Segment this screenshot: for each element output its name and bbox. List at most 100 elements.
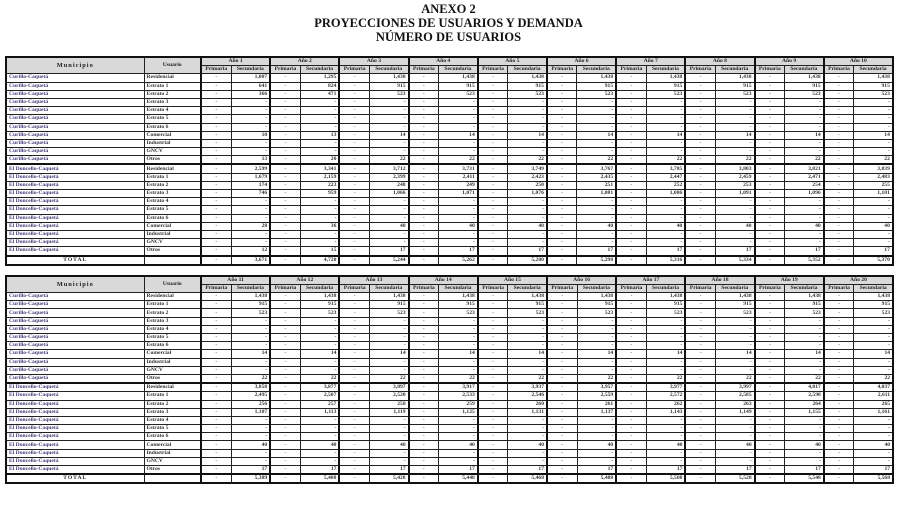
header-secundaria: Secundaria bbox=[230, 283, 271, 294]
primaria-cell: - bbox=[684, 213, 716, 223]
primaria-cell: - bbox=[615, 106, 647, 116]
primaria-cell: - bbox=[684, 373, 716, 384]
primaria-cell: - bbox=[822, 465, 855, 475]
header-primaria: Primaria bbox=[684, 65, 716, 75]
secundaria-cell: 3,767 bbox=[576, 163, 617, 174]
header-secundaria: Secundaria bbox=[784, 283, 825, 294]
primaria-cell: - bbox=[200, 246, 232, 256]
primaria-cell: - bbox=[338, 106, 370, 116]
municipio-cell: Curillo-Caquetá bbox=[5, 332, 145, 343]
primaria-cell: - bbox=[822, 373, 855, 384]
primaria-cell: - bbox=[615, 365, 647, 375]
primaria-cell: - bbox=[200, 465, 232, 475]
secundaria-cell: 523 bbox=[576, 308, 617, 318]
primaria-cell: - bbox=[338, 415, 370, 426]
primaria-cell: - bbox=[546, 324, 578, 335]
total-secundaria-cell: 5,389 bbox=[230, 473, 271, 484]
primaria-cell: - bbox=[407, 122, 440, 132]
primaria-cell: - bbox=[407, 229, 440, 240]
secundaria-cell: - bbox=[230, 332, 271, 343]
primaria-cell: - bbox=[200, 221, 232, 231]
secundaria-cell: - bbox=[368, 205, 410, 215]
primaria-cell: - bbox=[269, 89, 301, 99]
primaria-cell: - bbox=[476, 73, 509, 83]
secundaria-cell: 15 bbox=[299, 246, 340, 256]
primaria-cell: - bbox=[822, 292, 855, 302]
primaria-cell: - bbox=[615, 448, 647, 458]
municipio-cell: Curillo-Caquetá bbox=[5, 155, 145, 165]
primaria-cell: - bbox=[546, 316, 578, 326]
municipio-cell: El Doncello-Caquetá bbox=[5, 221, 145, 231]
header-secundaria: Secundaria bbox=[714, 283, 756, 294]
usuario-cell: Estrato 1 bbox=[143, 81, 202, 91]
primaria-cell: - bbox=[546, 432, 578, 442]
secundaria-cell: - bbox=[645, 197, 686, 207]
header-year: Año 13 bbox=[338, 275, 410, 285]
secundaria-cell: 1,101 bbox=[853, 188, 894, 199]
secundaria-cell: - bbox=[853, 415, 894, 426]
secundaria-cell: - bbox=[714, 324, 756, 335]
secundaria-cell: - bbox=[438, 448, 479, 458]
primaria-cell: - bbox=[200, 213, 232, 223]
primaria-cell: - bbox=[684, 300, 716, 310]
primaria-cell: - bbox=[200, 97, 232, 108]
table-row: Curillo-Caquetá Estrato 2-523-523-523-523… bbox=[5, 308, 894, 318]
primaria-cell: - bbox=[338, 172, 370, 182]
primaria-cell: - bbox=[545, 197, 578, 207]
secundaria-cell: - bbox=[853, 106, 894, 116]
usuario-cell: Estrato 6 bbox=[143, 341, 202, 351]
header-primaria: Primaria bbox=[269, 65, 301, 75]
header-row-levels: Primaria Secundaria Primaria Secundaria Prim… bbox=[6, 283, 894, 294]
primaria-cell: - bbox=[615, 341, 647, 351]
primaria-cell: - bbox=[684, 365, 716, 375]
usuario-cell: Estrato 5 bbox=[143, 424, 202, 434]
header-year: Año 19 bbox=[753, 275, 825, 285]
header-primaria: Primaria bbox=[476, 283, 509, 294]
primaria-cell: - bbox=[546, 415, 578, 426]
primaria-cell: - bbox=[407, 332, 440, 343]
secundaria-cell: - bbox=[714, 106, 756, 116]
primaria-cell: - bbox=[615, 407, 647, 417]
primaria-cell: - bbox=[200, 130, 232, 140]
total-secundaria-cell: 5,508 bbox=[645, 473, 686, 484]
primaria-cell: - bbox=[822, 391, 855, 401]
secundaria-cell: 17 bbox=[230, 465, 271, 475]
primaria-cell: - bbox=[338, 308, 370, 318]
total-row: TOTAL -5,389-5,408-5,428-5,448-5,468-5,48… bbox=[5, 473, 894, 484]
secundaria-cell: 17 bbox=[784, 465, 825, 475]
secundaria-cell: 1,161 bbox=[853, 407, 894, 417]
secundaria-cell: 14 bbox=[576, 130, 617, 140]
primaria-cell: - bbox=[753, 424, 786, 434]
secundaria-cell: - bbox=[230, 316, 271, 326]
header-year: Año 14 bbox=[407, 275, 479, 285]
primaria-cell: - bbox=[822, 221, 855, 231]
secundaria-cell: 14 bbox=[853, 130, 894, 140]
secundaria-cell: 366 bbox=[230, 89, 271, 99]
secundaria-cell: 915 bbox=[784, 300, 825, 310]
primaria-cell: - bbox=[200, 205, 232, 215]
primaria-cell: - bbox=[684, 205, 716, 215]
secundaria-cell: 1,143 bbox=[645, 407, 686, 417]
primaria-cell: - bbox=[407, 197, 440, 207]
primaria-cell: - bbox=[476, 448, 509, 458]
usuario-cell: GNCV bbox=[143, 238, 202, 248]
municipio-cell: El Doncello-Caquetá bbox=[5, 197, 145, 207]
secundaria-cell: - bbox=[576, 205, 617, 215]
secundaria-cell: 2,520 bbox=[368, 391, 410, 401]
primaria-cell: - bbox=[546, 382, 578, 393]
secundaria-cell: 40 bbox=[368, 440, 410, 450]
primaria-cell: - bbox=[615, 399, 647, 409]
secundaria-cell: 17 bbox=[438, 465, 479, 475]
secundaria-cell: - bbox=[576, 213, 617, 223]
primaria-cell: - bbox=[476, 81, 509, 91]
primaria-cell: - bbox=[684, 440, 716, 450]
secundaria-cell: 3,997 bbox=[714, 382, 756, 393]
secundaria-cell: - bbox=[576, 432, 617, 442]
secundaria-cell: - bbox=[507, 456, 548, 467]
secundaria-cell: 2,423 bbox=[507, 172, 548, 182]
primaria-cell: - bbox=[407, 213, 440, 223]
header-secundaria: Secundaria bbox=[507, 283, 548, 294]
primaria-cell: - bbox=[407, 373, 440, 384]
municipio-cell: Curillo-Caquetá bbox=[5, 138, 145, 149]
secundaria-cell: - bbox=[299, 205, 340, 215]
